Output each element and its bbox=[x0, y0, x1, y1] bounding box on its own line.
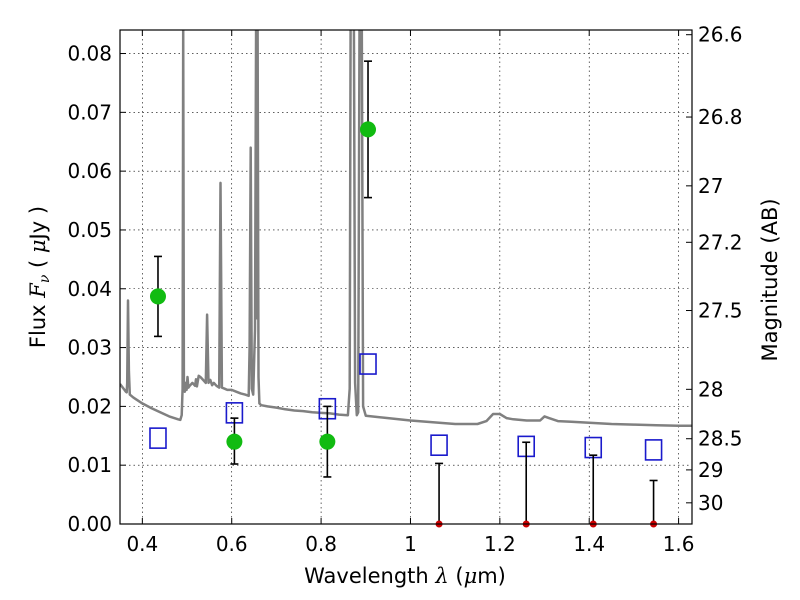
model-photometry-marker bbox=[430, 434, 448, 456]
mag-tick-label: 28 bbox=[698, 377, 723, 401]
x-tick-label: 0.6 bbox=[216, 532, 248, 556]
model-photometry-marker bbox=[149, 427, 167, 449]
mag-tick-label: 29 bbox=[698, 458, 723, 482]
x-tick-label: 0.8 bbox=[305, 532, 337, 556]
x-tick-label: 1.4 bbox=[573, 532, 605, 556]
y-tick-label: 0.08 bbox=[67, 42, 112, 66]
x-tick-label: 0.4 bbox=[126, 532, 158, 556]
observed-flux-point bbox=[226, 433, 243, 450]
observed-flux-point bbox=[149, 288, 166, 305]
grid-lines bbox=[120, 30, 692, 525]
axis-ticks: 0.4 0.6 0.8 1 1.2 1.4 1.6 0.00 0.01 0.02 0.03 0.04 0… bbox=[67, 23, 742, 556]
y2-axis-label: Magnitude (AB) bbox=[758, 198, 782, 361]
model-photometry-marker bbox=[644, 439, 663, 461]
x-tick-label: 1.6 bbox=[663, 532, 695, 556]
x-tick-label: 1 bbox=[404, 532, 417, 556]
mag-tick-label: 27.5 bbox=[698, 299, 743, 323]
x-axis-label: Wavelength λ (μm) bbox=[304, 564, 506, 588]
y-tick-label: 0.03 bbox=[67, 336, 112, 360]
mag-tick-label: 26.6 bbox=[698, 23, 743, 47]
plot-frame bbox=[119, 29, 693, 525]
model-photometry-marker bbox=[359, 353, 377, 375]
y-tick-label: 0.02 bbox=[67, 394, 112, 418]
mag-tick-label: 27.2 bbox=[698, 230, 743, 254]
x-tick-label: 1.2 bbox=[484, 532, 516, 556]
mag-tick-label: 27 bbox=[698, 174, 723, 198]
plot-area bbox=[120, 30, 692, 528]
y-tick-label: 0.01 bbox=[67, 453, 112, 477]
observed-flux-point bbox=[319, 433, 336, 450]
y-tick-label: 0.05 bbox=[67, 218, 112, 242]
model-spectrum-line bbox=[120, 30, 692, 428]
y-tick-label: 0.07 bbox=[67, 100, 112, 124]
observed-flux-point bbox=[360, 121, 377, 138]
y-tick-label: 0.06 bbox=[67, 159, 112, 183]
mag-tick-label: 28.5 bbox=[698, 427, 743, 451]
mag-tick-label: 26.8 bbox=[698, 105, 743, 129]
y-tick-label: 0.04 bbox=[67, 277, 112, 301]
y-tick-label: 0.00 bbox=[67, 512, 112, 536]
mag-tick-label: 30 bbox=[698, 491, 723, 515]
y-axis-label: Flux Fν ( μJy ) bbox=[26, 206, 53, 348]
